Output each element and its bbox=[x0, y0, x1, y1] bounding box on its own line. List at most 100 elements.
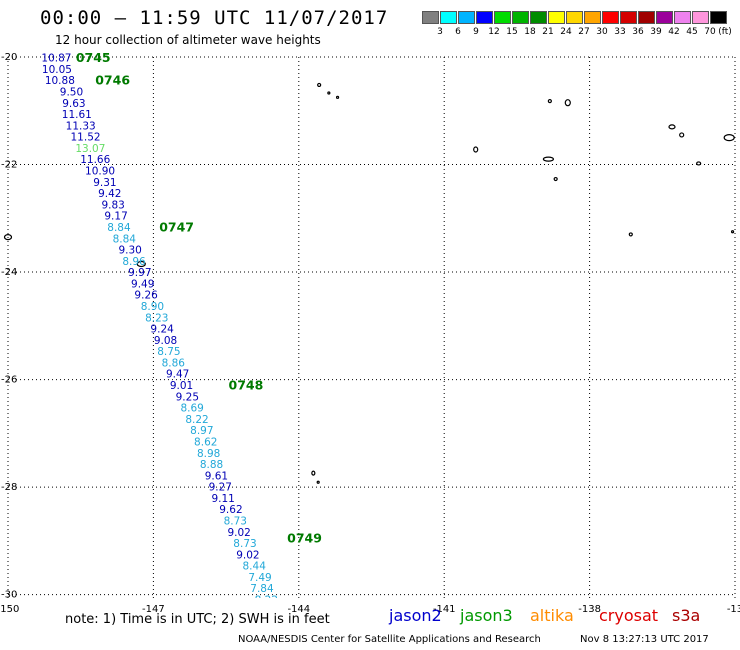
legend-swatch bbox=[476, 11, 493, 24]
wave-height-value: 8.62 bbox=[194, 436, 217, 448]
wave-height-value: 8.88 bbox=[200, 459, 223, 471]
legend-cryosat: cryosat bbox=[599, 606, 659, 625]
units-note: note: 1) Time is in UTC; 2) SWH is in fe… bbox=[65, 612, 330, 627]
wave-height-value: 9.49 bbox=[131, 278, 154, 290]
legend-label: 6 bbox=[455, 27, 461, 37]
track-time-label: 0745 bbox=[76, 50, 111, 65]
wave-height-value: 8.22 bbox=[255, 595, 278, 607]
latitude-tick-label: -20 bbox=[1, 52, 17, 63]
wave-height-value: 8.75 bbox=[157, 346, 180, 358]
legend-label: 18 bbox=[524, 27, 536, 37]
wave-height-track: 10.8710.0510.889.509.6311.6111.3311.5213… bbox=[41, 53, 278, 607]
legend-label: 15 bbox=[506, 27, 518, 37]
legend-unit: (ft) bbox=[718, 27, 732, 37]
wave-height-value: 7.49 bbox=[248, 572, 271, 584]
island-outline bbox=[473, 146, 479, 153]
longitude-tick-label: -147 bbox=[142, 604, 165, 615]
page-title: 00:00 – 11:59 UTC 11/07/2017 bbox=[40, 7, 389, 29]
island-outline bbox=[564, 99, 571, 107]
generation-timestamp: Nov 8 13:27:13 UTC 2017 bbox=[580, 634, 709, 645]
wave-height-value: 11.52 bbox=[71, 132, 101, 144]
wave-height-value: 9.25 bbox=[176, 391, 199, 403]
track-time-label: 0749 bbox=[287, 531, 322, 546]
wave-height-value: 11.66 bbox=[80, 154, 110, 166]
longitude-tick-label: -150 bbox=[0, 604, 19, 615]
legend-swatch bbox=[548, 11, 565, 24]
legend-label: 3 bbox=[437, 27, 443, 37]
wave-height-value: 9.30 bbox=[118, 245, 141, 257]
wave-height-value: 9.61 bbox=[205, 470, 228, 482]
longitude-tick-label: -138 bbox=[578, 604, 601, 615]
map-grid bbox=[7, 56, 736, 600]
island-outline bbox=[553, 176, 558, 182]
wave-height-value: 9.50 bbox=[60, 86, 83, 98]
track-time-label: 0747 bbox=[159, 219, 194, 234]
legend-swatch bbox=[566, 11, 583, 24]
legend-swatch bbox=[530, 11, 547, 24]
legend-swatch bbox=[656, 11, 673, 24]
legend-swatch bbox=[638, 11, 655, 24]
island-outline bbox=[696, 161, 702, 166]
wave-height-value: 8.73 bbox=[224, 516, 247, 528]
wave-height-value: 11.61 bbox=[62, 109, 92, 121]
legend-label: 30 bbox=[596, 27, 608, 37]
wave-height-value: 8.23 bbox=[145, 312, 168, 324]
longitude-tick-label: -141 bbox=[433, 604, 456, 615]
island-outline bbox=[679, 132, 685, 138]
page-subtitle: 12 hour collection of altimeter wave hei… bbox=[55, 33, 321, 47]
wave-height-value: 9.47 bbox=[166, 369, 189, 381]
wave-height-value: 9.01 bbox=[170, 380, 193, 392]
latitude-tick-label: -24 bbox=[1, 267, 17, 278]
wave-height-value: 8.86 bbox=[162, 357, 186, 369]
legend-label: 42 bbox=[668, 27, 680, 37]
wave-height-value: 7.84 bbox=[250, 583, 274, 595]
legend-jason3: jason3 bbox=[460, 606, 513, 625]
legend-swatch bbox=[602, 11, 619, 24]
wave-height-value: 9.83 bbox=[101, 199, 124, 211]
island-outlines bbox=[3, 82, 735, 484]
wave-height-value: 8.84 bbox=[107, 222, 131, 234]
wave-height-value: 9.31 bbox=[93, 177, 116, 189]
island-outline bbox=[3, 234, 13, 241]
island-outline bbox=[547, 98, 552, 104]
wave-height-value: 9.11 bbox=[211, 493, 234, 505]
wave-height-value: 10.05 bbox=[42, 64, 72, 76]
island-outline bbox=[542, 156, 555, 162]
wave-height-value: 8.98 bbox=[197, 448, 220, 460]
wave-height-value: 9.02 bbox=[227, 527, 250, 539]
legend-swatch bbox=[494, 11, 511, 24]
wave-height-value: 9.24 bbox=[150, 324, 174, 336]
island-outline bbox=[327, 91, 331, 95]
legend-label: 12 bbox=[488, 27, 500, 37]
island-outline bbox=[335, 95, 340, 99]
legend-swatch bbox=[440, 11, 457, 24]
wave-height-value: 9.02 bbox=[236, 549, 259, 561]
legend-label: 24 bbox=[560, 27, 572, 37]
axis-tick-labels: -150 -147 -144 -141 -138 -13 -20 -22 -24 -26 -28 -3… bbox=[0, 52, 740, 615]
wave-height-value: 8.22 bbox=[185, 414, 208, 426]
latitude-tick-label: -28 bbox=[1, 482, 17, 493]
wave-height-value: 8.97 bbox=[190, 425, 213, 437]
legend-label: 27 bbox=[578, 27, 590, 37]
legend-swatch bbox=[674, 11, 691, 24]
wave-height-value: 13.07 bbox=[75, 143, 105, 155]
wave-height-value: 9.97 bbox=[128, 267, 151, 279]
legend-jason2: jason2 bbox=[389, 606, 442, 625]
track-time-label: 0748 bbox=[229, 378, 264, 393]
wave-height-value: 9.17 bbox=[104, 211, 127, 223]
wave-height-value: 8.96 bbox=[122, 256, 146, 268]
wave-height-value: 8.90 bbox=[141, 301, 164, 313]
island-outline bbox=[730, 230, 735, 234]
island-outline bbox=[628, 232, 633, 237]
wave-height-value: 9.63 bbox=[62, 98, 85, 110]
wave-height-value: 9.26 bbox=[134, 290, 158, 302]
legend-swatch bbox=[458, 11, 475, 24]
wave-height-value: 10.88 bbox=[45, 75, 75, 87]
legend-s3a: s3a bbox=[672, 606, 701, 625]
legend-swatch bbox=[620, 11, 637, 24]
wave-height-value: 11.33 bbox=[66, 120, 96, 132]
credit-line: NOAA/NESDIS Center for Satellite Applica… bbox=[238, 634, 541, 645]
legend-swatch bbox=[422, 11, 439, 24]
wave-height-value: 8.69 bbox=[180, 403, 203, 415]
